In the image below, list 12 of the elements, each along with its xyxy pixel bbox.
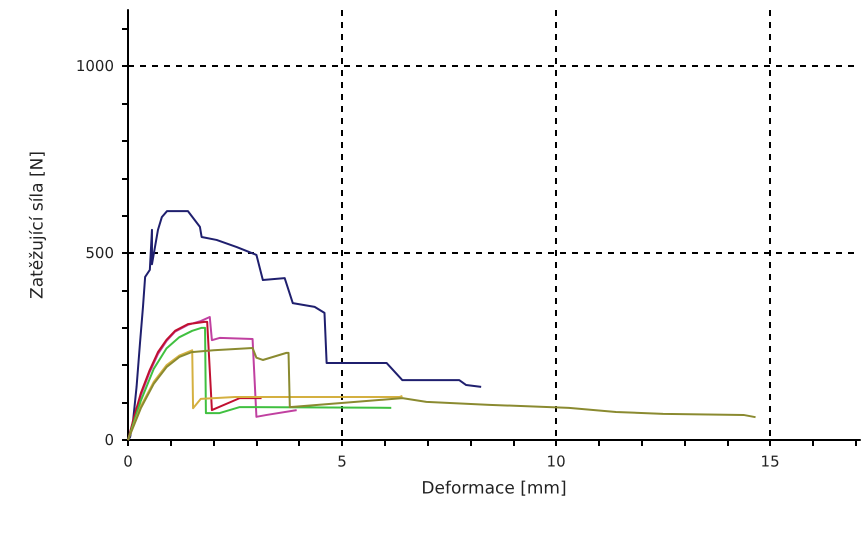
y-tick-label: 500 — [85, 244, 114, 262]
x-tick-label: 5 — [337, 452, 347, 470]
x-tick-label: 15 — [760, 452, 780, 470]
line-series — [127, 347, 757, 441]
y-tick-label: 0 — [104, 431, 114, 449]
x-tick-label: 0 — [123, 452, 133, 470]
x-axis-title: Deformace [mm] — [421, 478, 567, 498]
y-axis-title: Zatěžující síla [N] — [28, 151, 48, 299]
y-tick-label: 1000 — [76, 57, 114, 76]
x-tick-label: 10 — [546, 452, 566, 470]
line-series — [127, 210, 482, 441]
line-series — [127, 326, 392, 441]
